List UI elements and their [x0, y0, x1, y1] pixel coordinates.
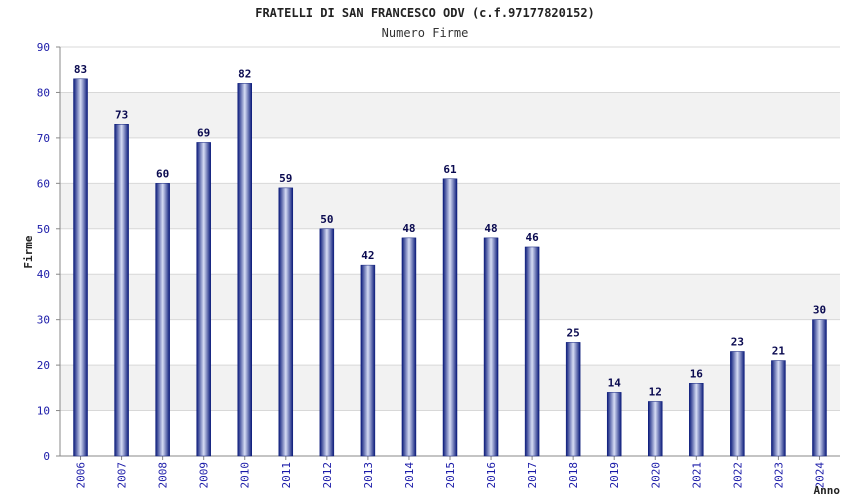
x-tick-labels: 2006 2007 2008 2009 2010 2011 2012 2013 2014 2015…	[75, 462, 827, 489]
data-label-2014: 48	[402, 222, 415, 235]
y-tick-labels: 0 10 20 30 40 50 60 70 80 90	[37, 41, 50, 463]
data-label-2012: 50	[320, 213, 333, 226]
bar-2022	[730, 351, 745, 457]
data-label-2016: 48	[484, 222, 497, 235]
data-label-2019: 14	[608, 376, 622, 389]
x-tick-label-2015: 2015	[444, 462, 457, 489]
chart-subtitle: Numero Firme	[382, 26, 469, 40]
y-tick-label: 0	[43, 450, 50, 463]
data-label-2013: 42	[361, 249, 374, 262]
y-tick-label: 60	[37, 177, 50, 190]
y-tick-label: 70	[37, 132, 50, 145]
x-tick-label-2016: 2016	[485, 462, 498, 489]
x-tick-label-2022: 2022	[731, 462, 744, 489]
data-label-2015: 61	[443, 163, 457, 176]
y-axis-label: Firme	[22, 235, 35, 268]
bar-2011	[278, 187, 294, 457]
x-tick-label-2010: 2010	[239, 462, 252, 489]
x-tick-label-2018: 2018	[567, 462, 580, 489]
chart-title: FRATELLI DI SAN FRANCESCO ODV (c.f.97177…	[255, 6, 595, 20]
bar-2015	[442, 178, 458, 457]
bar-2014	[401, 237, 417, 457]
data-labels: 83 73 60 69 82 59 50 42 48 61 48 46 25 14 12 16 23 21 30	[74, 63, 826, 399]
x-tick-label-2021: 2021	[690, 462, 703, 489]
x-tick-label-2006: 2006	[75, 462, 88, 489]
x-tick-label-2020: 2020	[649, 462, 662, 489]
bar-2007	[114, 124, 129, 457]
bar-2018	[565, 342, 581, 457]
bar-2010	[237, 83, 252, 457]
data-label-2009: 69	[197, 126, 210, 139]
bars	[73, 78, 827, 457]
y-tick-label: 90	[37, 41, 50, 54]
data-label-2022: 23	[731, 335, 744, 348]
data-label-2011: 59	[279, 172, 292, 185]
x-tick-label-2011: 2011	[280, 462, 293, 489]
x-tick-label-2017: 2017	[526, 462, 539, 489]
x-axis-label: Anno	[814, 484, 841, 497]
x-tick-label-2019: 2019	[608, 462, 621, 489]
bar-2012	[319, 228, 335, 457]
bar-2006	[73, 78, 88, 457]
x-tick-label-2013: 2013	[362, 462, 375, 489]
data-label-2007: 73	[115, 108, 128, 121]
data-label-2020: 12	[649, 385, 662, 398]
data-label-2008: 60	[156, 167, 169, 180]
bar-2019	[606, 392, 622, 457]
bar-2023	[771, 360, 786, 457]
data-label-2006: 83	[74, 63, 87, 76]
y-tick-label: 20	[37, 359, 50, 372]
bar-2008	[155, 183, 170, 457]
y-tick-label: 40	[37, 268, 50, 281]
data-label-2010: 82	[238, 67, 251, 80]
x-tick-label-2012: 2012	[321, 462, 334, 489]
x-tick-label-2009: 2009	[198, 462, 211, 489]
data-label-2018: 25	[567, 326, 580, 339]
bar-2021	[689, 383, 704, 457]
y-tick-label: 50	[37, 223, 50, 236]
bar-2024	[812, 319, 827, 457]
bar-2020	[648, 401, 663, 457]
bar-2017	[524, 246, 540, 457]
y-tick-label: 10	[37, 405, 50, 418]
x-tick-label-2007: 2007	[116, 462, 129, 489]
data-label-2021: 16	[690, 367, 704, 380]
data-label-2017: 46	[525, 231, 539, 244]
y-tick-label: 80	[37, 86, 50, 99]
y-tick-label: 30	[37, 314, 50, 327]
bar-2009	[196, 142, 211, 457]
data-label-2023: 21	[772, 345, 786, 358]
plot-band	[60, 92, 840, 138]
bar-2016	[483, 237, 499, 457]
bar-2013	[360, 264, 376, 457]
x-tick-label-2008: 2008	[157, 462, 170, 489]
x-tick-label-2023: 2023	[772, 462, 785, 489]
x-tick-label-2024: 2024	[813, 462, 826, 489]
data-label-2024: 30	[813, 304, 826, 317]
x-tick-label-2014: 2014	[403, 462, 416, 489]
